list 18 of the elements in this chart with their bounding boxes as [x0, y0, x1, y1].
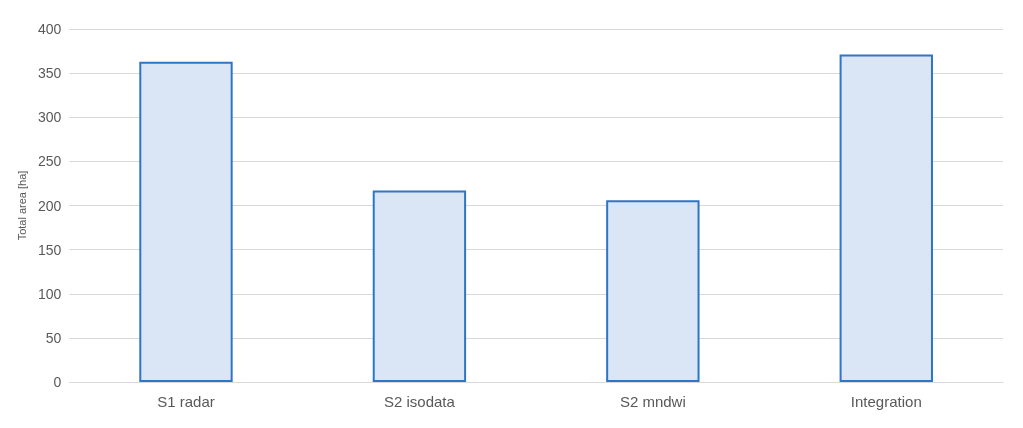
bar: [839, 54, 933, 382]
x-tick-label: S1 radar: [157, 393, 215, 410]
bar: [139, 61, 233, 382]
y-tick-label: 0: [53, 374, 62, 390]
x-tick-label: Integration: [850, 393, 922, 410]
y-tick-label: 400: [37, 21, 62, 37]
x-tick-label: S2 mndwi: [619, 393, 686, 410]
y-tick-label: 250: [37, 153, 62, 170]
bar: [606, 200, 700, 382]
y-axis-title: Total area [ha]: [15, 170, 28, 241]
y-tick-label: 150: [37, 241, 62, 258]
bar: [372, 190, 467, 382]
y-tick-label: 350: [37, 65, 62, 82]
y-tick-label: 200: [37, 197, 62, 214]
y-tick-label: 100: [37, 285, 62, 302]
x-tick-label: S2 isodata: [383, 393, 456, 410]
y-tick-label: 50: [45, 329, 62, 346]
y-tick-label: 300: [37, 109, 62, 126]
